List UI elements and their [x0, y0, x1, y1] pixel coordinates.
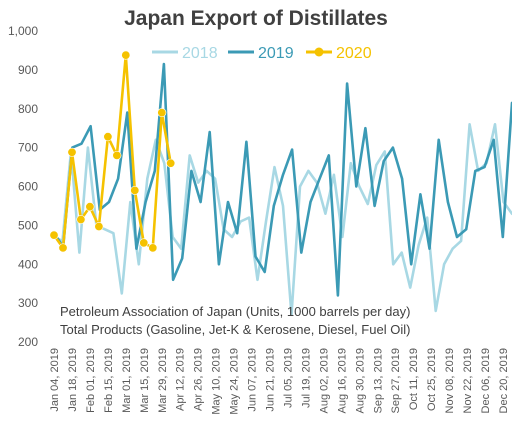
x-tick-label: Apr 12, 2019 — [175, 348, 187, 411]
x-tick-label: Jul 19, 2019 — [300, 348, 312, 408]
y-tick-label: 300 — [18, 296, 38, 310]
x-tick-label: Sep 13, 2019 — [372, 348, 384, 413]
x-tick-label: Aug 02, 2019 — [318, 348, 330, 413]
x-tick-label: Aug 30, 2019 — [354, 348, 366, 413]
y-tick-label: 200 — [18, 335, 38, 349]
point-2020 — [148, 243, 158, 253]
legend-label-2019: 2019 — [258, 45, 294, 62]
y-tick-label: 400 — [18, 257, 38, 271]
x-tick-label: Nov 08, 2019 — [444, 348, 456, 413]
point-2020 — [103, 132, 113, 142]
point-2020 — [139, 238, 149, 248]
x-tick-label: Mar 01, 2019 — [121, 348, 133, 413]
point-2020 — [121, 50, 131, 60]
point-2020 — [112, 150, 122, 160]
point-2020 — [85, 202, 95, 212]
x-tick-label: Oct 11, 2019 — [408, 348, 420, 410]
x-tick-label: Apr 26, 2019 — [193, 348, 205, 411]
point-2020 — [49, 230, 59, 240]
legend-label-2018: 2018 — [182, 45, 218, 62]
legend-label-2020: 2020 — [336, 45, 372, 62]
chart-title: Japan Export of Distillates — [124, 7, 388, 30]
y-tick-label: 600 — [18, 180, 38, 194]
series-layer — [49, 50, 512, 317]
x-tick-label: Mar 15, 2019 — [139, 348, 151, 413]
x-tick-label: Jan 18, 2019 — [67, 348, 79, 412]
point-2020 — [157, 108, 167, 118]
y-axis: 200 300 400 500 600 700 800 900 1,000 — [8, 24, 38, 349]
x-tick-label: Feb 15, 2019 — [103, 348, 115, 413]
x-tick-label: Jun 07, 2019 — [247, 348, 259, 412]
x-axis: Jan 04, 2019 Jan 18, 2019 Feb 01, 2019 Feb … — [49, 348, 510, 415]
point-2020 — [67, 147, 77, 157]
y-tick-label: 1,000 — [8, 24, 38, 38]
point-2020 — [76, 215, 86, 225]
point-2020 — [166, 158, 176, 168]
x-tick-label: Nov 22, 2019 — [462, 348, 474, 413]
x-tick-label: Jan 04, 2019 — [49, 348, 61, 412]
point-2020 — [94, 222, 104, 232]
x-tick-label: Aug 16, 2019 — [336, 348, 348, 413]
point-2020 — [130, 185, 140, 195]
x-tick-label: May 24, 2019 — [229, 348, 241, 415]
annotation-line-2: Total Products (Gasoline, Jet-K & Kerose… — [60, 322, 410, 337]
point-2020 — [58, 243, 68, 253]
x-tick-label: Oct 25, 2019 — [426, 348, 438, 411]
x-tick-label: May 10, 2019 — [211, 348, 223, 415]
x-tick-label: Sep 27, 2019 — [390, 348, 402, 413]
x-tick-label: Jul 05, 2019 — [282, 348, 294, 408]
series-line-2018 — [52, 123, 512, 317]
legend-marker-2020 — [314, 47, 324, 57]
y-tick-label: 800 — [18, 102, 38, 116]
y-tick-label: 500 — [18, 218, 38, 232]
series-line-2019 — [52, 62, 512, 297]
legend: 2018 2019 2020 — [152, 45, 372, 62]
y-tick-label: 900 — [18, 63, 38, 77]
x-tick-label: Feb 01, 2019 — [85, 348, 97, 413]
x-tick-label: Dec 20, 2019 — [498, 348, 510, 413]
annotation-line-1: Petroleum Association of Japan (Units, 1… — [60, 304, 410, 319]
x-tick-label: Dec 06, 2019 — [480, 348, 492, 413]
x-tick-label: Mar 29, 2019 — [157, 348, 169, 413]
x-tick-label: Jun 21, 2019 — [265, 348, 277, 412]
y-tick-label: 700 — [18, 141, 38, 155]
